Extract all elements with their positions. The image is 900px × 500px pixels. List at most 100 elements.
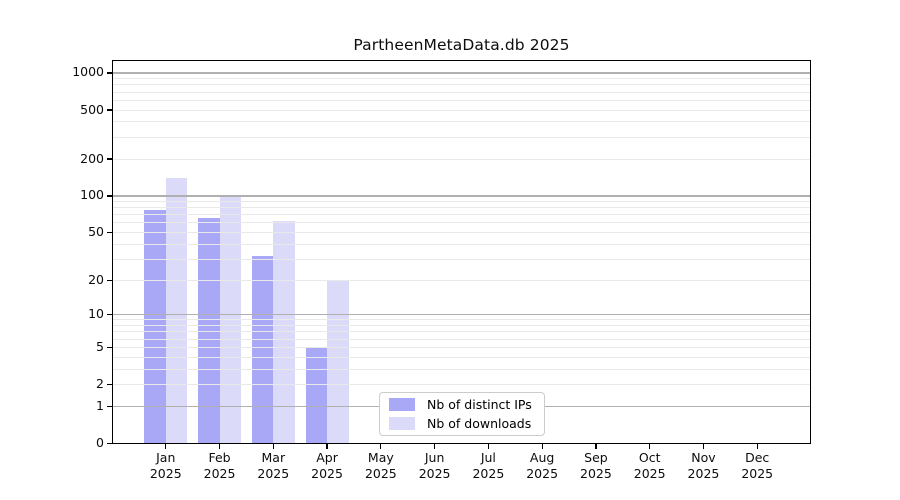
chart-title: PartheenMetaData.db 2025 (353, 36, 570, 54)
gridline-minor (112, 368, 811, 370)
x-tick-month: Jan (156, 449, 176, 465)
x-tick-label: May 2025 (351, 450, 411, 483)
x-tick-mark (487, 443, 489, 449)
x-tick-year: 2025 (633, 466, 666, 481)
x-tick-label: Nov 2025 (673, 450, 733, 483)
gridline-minor (112, 84, 811, 86)
y-tick-label: 20 (88, 271, 104, 287)
gridline-minor (112, 325, 811, 327)
y-tick-label: 0 (96, 435, 104, 450)
x-tick-label: Jul 2025 (458, 450, 518, 483)
x-tick-mark (380, 443, 382, 449)
y-tick-label: 1 (96, 397, 104, 413)
x-tick-year: 2025 (203, 466, 236, 481)
gridline-minor (112, 243, 811, 245)
x-tick-year: 2025 (257, 466, 290, 481)
x-tick-month: Sep (584, 449, 608, 465)
gridline-minor (112, 279, 811, 281)
gridline-minor (112, 222, 811, 224)
gridline-minor (112, 78, 811, 80)
y-tick-label: 200 (80, 150, 104, 166)
legend: Nb of distinct IPs Nb of downloads (379, 392, 545, 436)
legend-label-distinct-ips: Nb of distinct IPs (427, 397, 532, 412)
y-tick-mark (107, 442, 112, 445)
legend-item-distinct-ips: Nb of distinct IPs (389, 397, 535, 412)
x-tick-month: Apr (316, 449, 338, 465)
y-tick-mark (107, 405, 112, 407)
x-tick-month: Jun (424, 449, 445, 465)
x-tick-mark (272, 443, 274, 449)
bar-downloads-apr (327, 280, 349, 444)
x-tick-label: Sep 2025 (566, 450, 626, 483)
gridline-minor (112, 99, 811, 101)
gridline-minor (112, 121, 811, 123)
bar-ips-apr (305, 347, 328, 444)
gridline-minor (112, 109, 811, 111)
gridline-minor (112, 214, 811, 216)
bar-ips-feb (198, 217, 220, 444)
legend-label-downloads: Nb of downloads (427, 416, 532, 431)
x-tick-month: Feb (208, 449, 231, 465)
gridline-minor (112, 331, 811, 333)
y-tick-label: 100 (80, 187, 104, 203)
y-tick-mark (107, 346, 112, 348)
gridline-minor (112, 258, 811, 260)
x-tick-label: Apr 2025 (297, 450, 357, 483)
y-tick-mark (107, 231, 112, 234)
gridline-minor (112, 207, 811, 209)
x-tick-year: 2025 (526, 466, 559, 481)
x-tick-month: Mar (261, 449, 286, 465)
gridline-minor (112, 91, 811, 93)
x-tick-label: Mar 2025 (243, 450, 303, 483)
y-tick-label: 50 (88, 224, 104, 240)
x-tick-year: 2025 (687, 466, 720, 481)
legend-swatch-distinct-ips (389, 398, 415, 411)
y-tick-label: 10 (88, 306, 104, 322)
y-tick-mark (107, 158, 112, 160)
x-tick-month: Jul (480, 449, 496, 465)
gridline-major (112, 195, 811, 197)
x-tick-mark (595, 443, 597, 449)
gridline-major (112, 314, 811, 316)
x-tick-year: 2025 (580, 466, 612, 481)
gridline-major (112, 72, 811, 74)
y-tick-mark (107, 72, 112, 74)
y-tick-mark (107, 279, 112, 281)
x-tick-mark (165, 443, 167, 449)
x-tick-year: 2025 (418, 466, 451, 481)
gridline-minor (112, 136, 811, 138)
y-tick-label: 1000 (72, 64, 104, 80)
x-tick-label: Aug 2025 (512, 450, 572, 483)
x-tick-label: Oct 2025 (620, 450, 680, 483)
x-tick-month: Aug (529, 449, 555, 465)
x-tick-label: Feb 2025 (190, 450, 250, 483)
bar-ips-jan (144, 209, 166, 444)
y-tick-label: 2 (96, 376, 104, 392)
gridline-minor (112, 201, 811, 203)
y-tick-label: 500 (80, 101, 104, 117)
y-tick-label: 5 (96, 338, 104, 354)
legend-item-downloads: Nb of downloads (389, 416, 535, 431)
x-tick-mark (649, 443, 651, 449)
x-tick-year: 2025 (311, 466, 343, 481)
x-tick-label: Jun 2025 (405, 450, 465, 483)
gridline-minor (112, 338, 811, 340)
x-tick-month: Nov (691, 449, 716, 465)
gridline-minor (112, 232, 811, 234)
gridline-minor (112, 356, 811, 358)
bar-ips-mar (251, 255, 274, 444)
x-tick-year: 2025 (741, 466, 774, 481)
gridline-minor (112, 319, 811, 321)
bar-downloads-jan (165, 178, 188, 444)
y-tick-mark (107, 383, 112, 386)
x-tick-label: Jan 2025 (136, 450, 196, 483)
x-tick-mark (218, 443, 221, 449)
gridline-minor (112, 384, 811, 386)
y-tick-mark (107, 314, 112, 316)
y-tick-mark (107, 195, 112, 197)
x-tick-month: Dec (745, 449, 770, 465)
x-tick-year: 2025 (364, 466, 397, 481)
x-tick-month: May (367, 449, 394, 465)
y-tick-mark (107, 109, 112, 111)
